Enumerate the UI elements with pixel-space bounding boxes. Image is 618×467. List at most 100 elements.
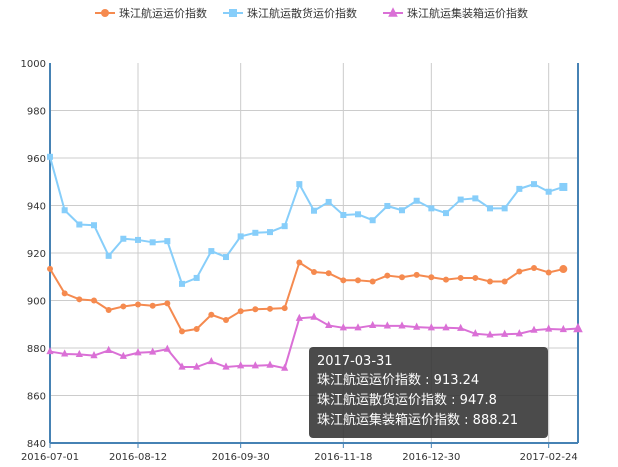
data-point [457,274,464,281]
legend-item-0[interactable]: 珠江航运运价指数 [95,6,207,20]
data-point [237,308,244,315]
data-point [545,188,552,195]
legend-marker-icon [388,7,398,17]
legend-item-1[interactable]: 珠江航运散货运价指数 [223,6,357,20]
x-tick-label: 2016-07-01 [21,452,79,463]
data-point [135,236,141,243]
data-point [164,300,171,307]
data-point [515,329,523,337]
data-point [61,207,68,214]
x-tick-label: 2016-12-30 [402,452,460,463]
data-point [61,290,68,297]
data-point [119,351,127,359]
data-point [427,323,435,331]
data-point [501,329,509,337]
data-point [76,296,83,303]
data-point [267,229,273,236]
tooltip-label: 珠江航运散货运价指数 [317,393,448,408]
data-point [325,320,333,329]
data-point [531,181,537,188]
y-tick-label: 900 [27,297,46,308]
data-point [472,195,479,202]
data-point [295,313,303,321]
data-point [311,207,317,214]
data-point [487,205,493,212]
data-point [90,351,98,359]
data-point [178,362,186,370]
legend-label: 珠江航运运价指数 [119,6,207,20]
series-0 [47,259,568,335]
data-point [149,239,156,246]
data-point [193,274,200,281]
legend-item-2[interactable]: 珠江航运集装箱运价指数 [383,6,528,20]
y-tick-label: 840 [27,439,46,450]
data-point [398,321,406,329]
data-point [237,233,244,240]
data-point [281,223,288,230]
data-point [531,264,537,271]
data-point [428,274,435,281]
data-point [501,278,508,285]
data-point [516,185,523,192]
data-point [545,269,552,276]
axes: 840 860 880 900 920 940 960 980 1000 2016-07-01 20… [21,59,579,463]
data-point [573,322,583,333]
tooltip-row-container-index: 珠江航运集装箱运价指数 : 888.21 [317,413,519,428]
y-tick-label: 860 [27,392,46,403]
data-point [120,235,127,242]
data-point [252,306,259,313]
series-lines [46,153,583,371]
data-point [442,323,450,331]
tooltip-value: 888.21 [472,413,519,428]
data-point [340,212,347,218]
data-point [251,361,259,369]
data-point [428,205,435,212]
legend-marker-icon [101,9,109,17]
y-tick-label: 980 [27,107,46,118]
data-point [383,321,391,329]
data-point [296,181,303,188]
tooltip-value: 947.8 [459,393,497,408]
data-point [443,276,449,283]
data-point [267,305,273,312]
data-point [47,153,53,160]
data-point [355,277,361,284]
data-point [266,360,274,368]
data-point [413,322,421,330]
data-point [545,324,553,332]
data-point [530,325,538,333]
data-point [413,271,420,278]
data-point [413,197,420,204]
data-point [310,312,318,320]
data-point [237,361,245,369]
data-point [207,356,215,365]
data-point [193,362,201,370]
data-point [47,265,53,272]
x-tick-label: 2016-11-18 [314,452,372,463]
data-point [163,344,171,352]
tooltip-label: 珠江航运集装箱运价指数 [317,413,461,428]
data-point [179,328,185,335]
data-point [76,221,83,228]
data-point [516,268,523,275]
legend[interactable]: 珠江航运运价指数 珠江航运散货运价指数 珠江航运集装箱运价指数 [95,6,528,20]
x-tick-label: 2016-08-12 [109,452,167,463]
data-point [384,272,391,279]
tooltip-row-bulk-index: 珠江航运散货运价指数 : 947.8 [317,393,497,408]
data-point [399,207,405,214]
data-point [472,274,479,281]
data-point [222,362,230,370]
data-point [149,347,157,355]
data-point [223,254,229,261]
data-point [135,301,141,308]
data-point [164,238,171,245]
data-point [399,274,405,281]
series-1 [47,153,568,287]
data-point [340,277,347,284]
data-point [457,196,464,203]
data-point [105,345,113,353]
data-point [443,210,449,217]
data-point [354,323,362,331]
data-point [91,222,97,229]
